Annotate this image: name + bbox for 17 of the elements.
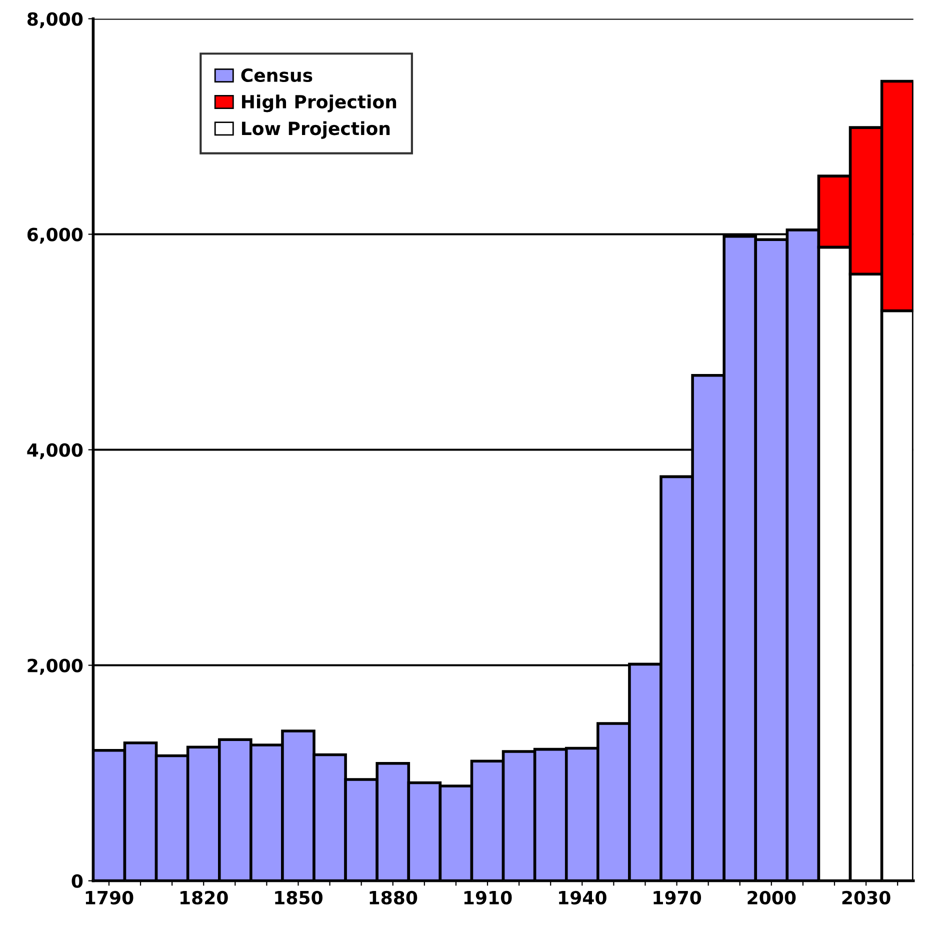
y-tick-label: 6,000 (27, 228, 83, 244)
x-tick-label: 1820 (180, 890, 228, 904)
x-tick-label: 1970 (654, 890, 702, 904)
legend-label: Census (241, 68, 312, 82)
x-tick-label: 1910 (464, 890, 512, 904)
y-tick-label: 2,000 (28, 658, 83, 675)
x-tick-label: 2030 (842, 890, 890, 904)
x-tick-label: 2000 (748, 890, 796, 904)
x-tick-label: 1790 (86, 890, 134, 904)
x-tick-label: 1880 (370, 890, 418, 904)
x-tick-label: 1940 (559, 890, 606, 904)
y-tick-label: 4,000 (27, 443, 83, 460)
y-tick-label: 8,000 (27, 12, 83, 28)
legend-label: High Projection (242, 94, 396, 112)
x-tick-label: 1850 (275, 890, 323, 904)
legend-label: Low Projection (242, 121, 390, 139)
y-tick-label: 0 (72, 874, 83, 888)
